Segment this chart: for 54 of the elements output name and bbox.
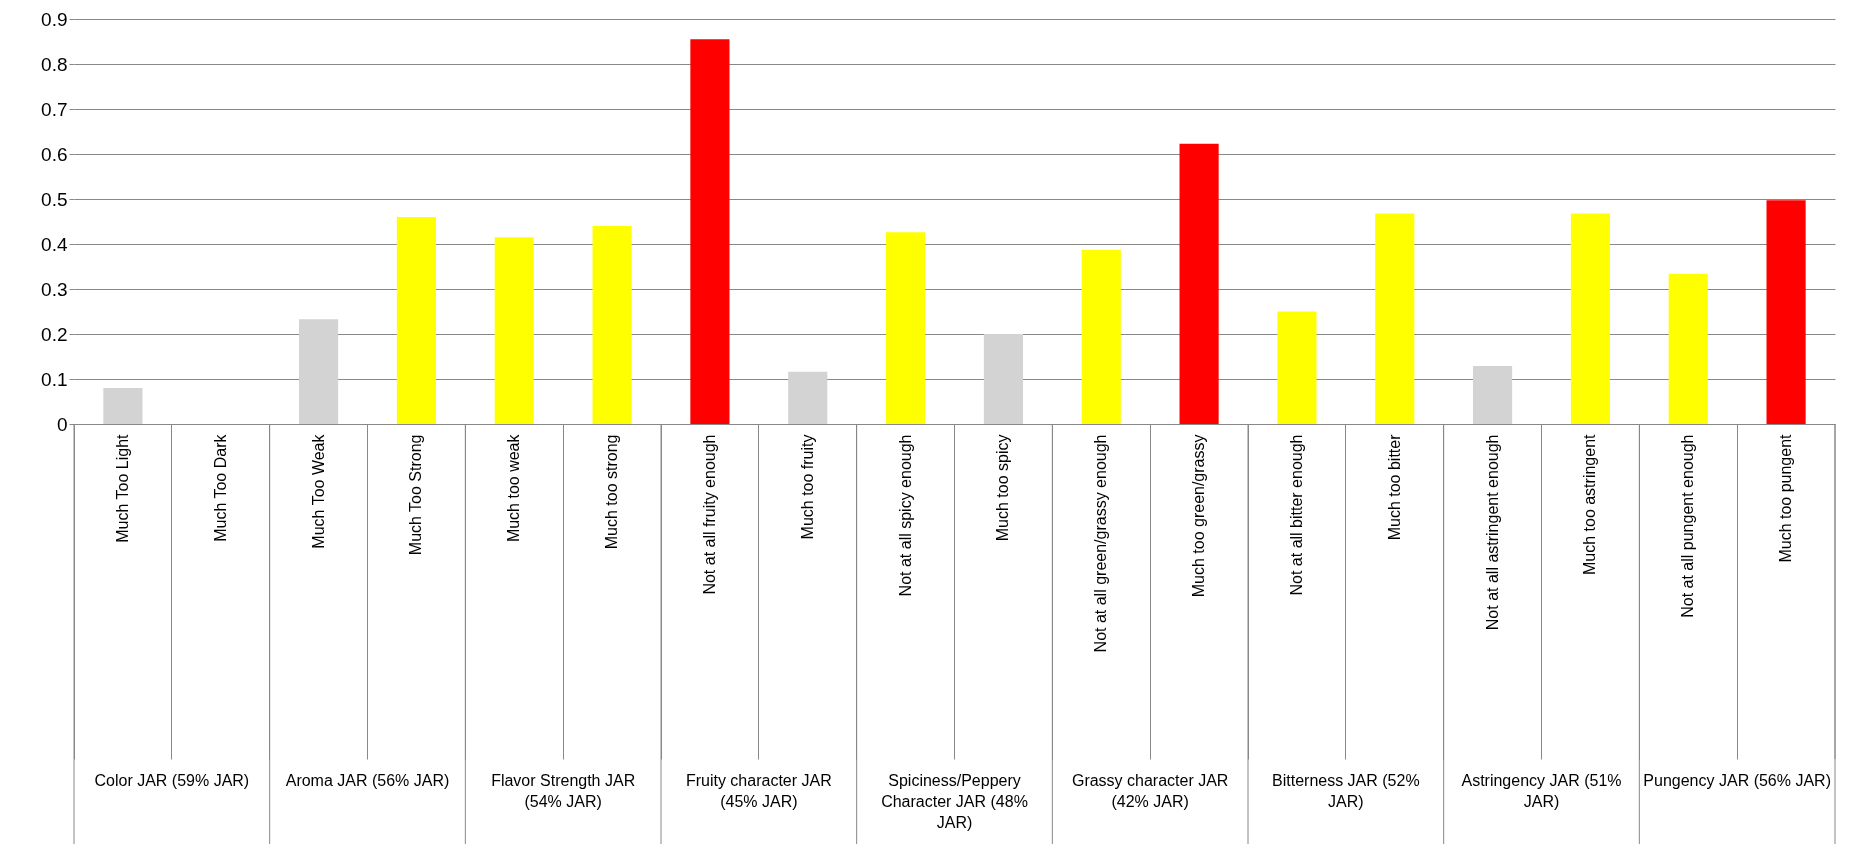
x-tick-label: Not at all bitter enough: [1287, 434, 1305, 596]
x-tick-label: Not at all green/grassy enough: [1092, 434, 1110, 653]
y-tick-label: 0.2: [41, 323, 68, 345]
x-tick-label: Much too strong: [603, 434, 621, 550]
y-tick-label: 0.9: [41, 8, 68, 30]
bar: [299, 319, 339, 424]
x-tick-label: Much too bitter: [1385, 433, 1403, 541]
bar: [396, 217, 436, 424]
x-tick-label: Much Too Dark: [211, 433, 229, 542]
bar: [983, 334, 1023, 424]
text: Astringency JAR (51% JAR): [1461, 772, 1622, 810]
y-tick-label: 0.8: [41, 53, 68, 75]
bar: [690, 39, 730, 424]
y-tick-label: 0.7: [41, 98, 68, 120]
x-tick-label: Not at all pungent enough: [1679, 434, 1697, 618]
x-tick-label: Much Too Weak: [309, 433, 327, 549]
text: Bitterness JAR (52% JAR): [1272, 772, 1420, 810]
x-tick-label: Much Too Strong: [407, 434, 425, 556]
bar: [1375, 213, 1415, 424]
x-tick-label: Much too astringent: [1581, 433, 1599, 576]
y-tick-label: 0.3: [41, 278, 68, 300]
bar: [1766, 200, 1806, 424]
x-tick-label: Much too pungent: [1777, 433, 1795, 563]
x-tick-label: Much too weak: [505, 433, 523, 543]
bar: [103, 388, 143, 424]
bar: [1081, 249, 1121, 424]
x-tick-label: Not at all spicy enough: [896, 434, 914, 597]
x-tick-label: Not at all fruity enough: [700, 434, 718, 595]
y-tick-label: 0.1: [41, 368, 68, 390]
bar: [886, 232, 926, 424]
text: Pungency JAR (56% JAR): [1643, 772, 1831, 789]
y-tick-label: 0.5: [41, 188, 68, 210]
text: Spiciness/Peppery Character JAR (48% JAR): [881, 772, 1028, 831]
bar: [494, 237, 534, 424]
text: Aroma JAR (56% JAR): [285, 772, 450, 789]
bar: [788, 371, 828, 424]
x-tick-label: Much too fruity: [798, 434, 816, 540]
x-tick-label: Much too spicy: [994, 434, 1012, 542]
text: Flavor Strength JAR (54% JAR): [491, 772, 636, 810]
bar: [1570, 213, 1610, 424]
bar: [1277, 311, 1317, 424]
x-tick-label: Much Too Light: [113, 433, 131, 543]
y-tick-label: 0.4: [41, 233, 68, 255]
bar: [592, 226, 632, 424]
y-tick-label: 0.6: [41, 143, 68, 165]
bar: [1668, 273, 1708, 424]
x-tick-label: Much too green/grassy: [1190, 434, 1208, 598]
text: Fruity character JAR (45% JAR): [685, 772, 832, 810]
text: Grassy character JAR (42% JAR): [1071, 772, 1229, 810]
x-tick-label: Not at all astringent enough: [1483, 434, 1501, 631]
text: Color JAR (59% JAR): [94, 772, 250, 789]
bar: [1473, 365, 1513, 424]
bar: [1179, 143, 1219, 424]
y-tick-label: 0: [56, 413, 68, 435]
